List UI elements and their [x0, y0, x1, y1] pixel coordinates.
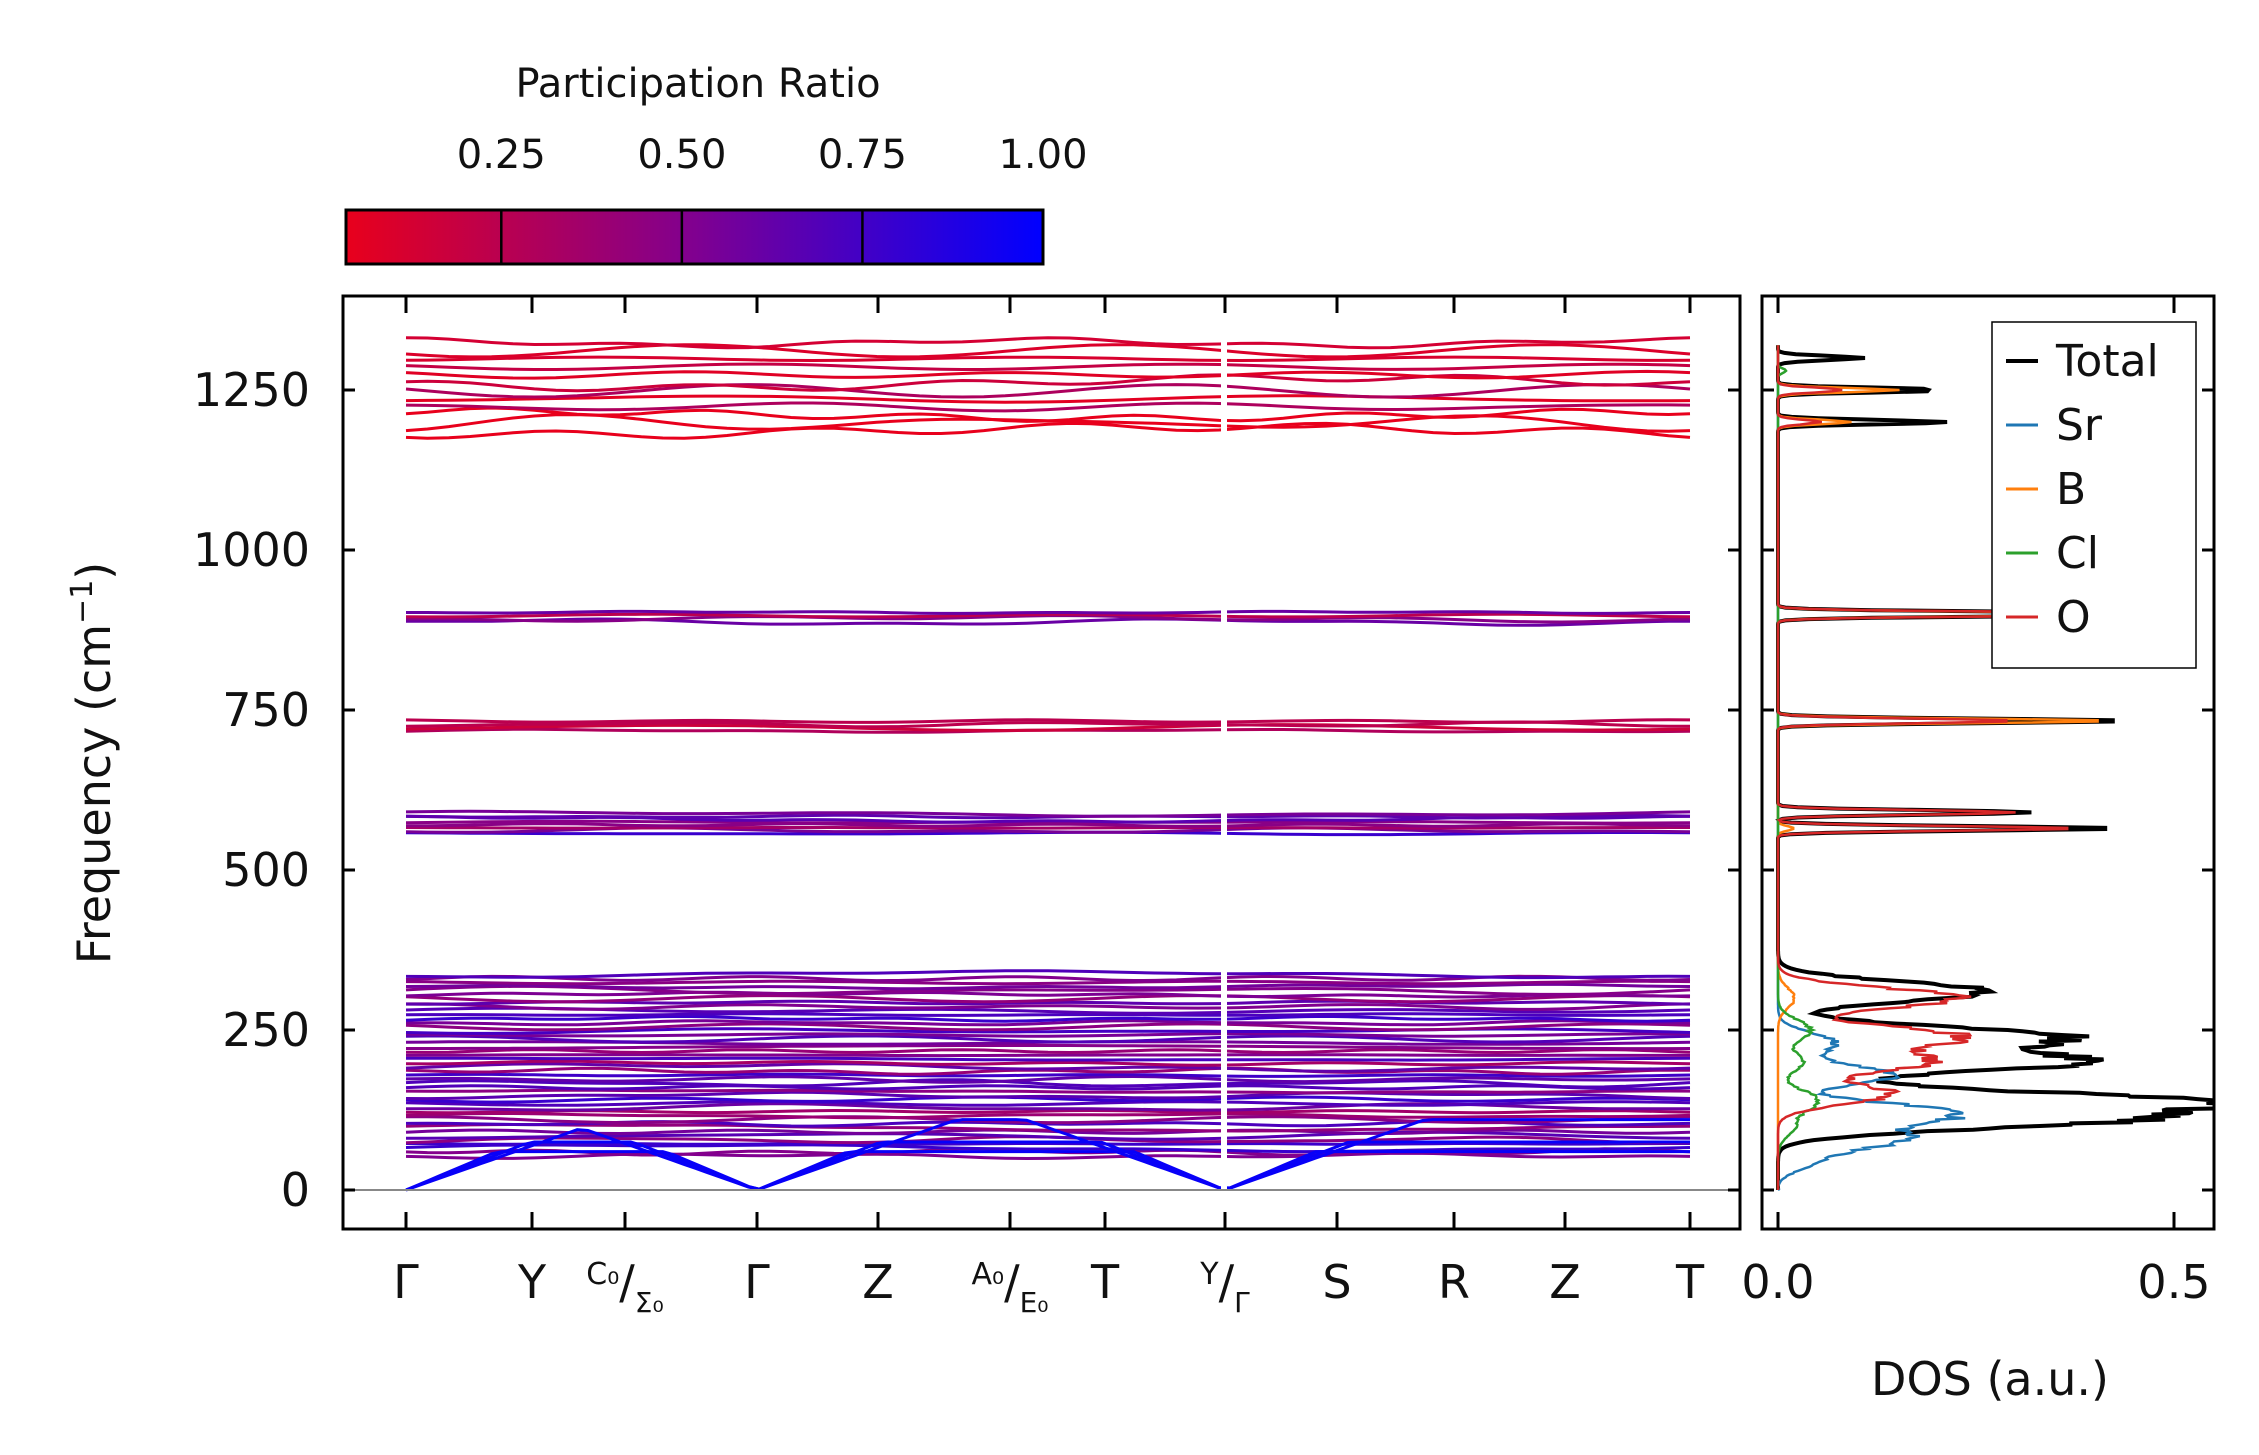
- y-axis-label: Frequency (cm−1): [65, 562, 121, 965]
- band-branch: [405, 1100, 1691, 1107]
- colorbar-title: Participation Ratio: [515, 61, 880, 107]
- acoustic-branch: [405, 1140, 1690, 1192]
- band-branch: [405, 612, 1691, 619]
- band-branch: [405, 723, 1691, 733]
- band-branch: [405, 343, 1691, 359]
- band-plot-frame: [341, 294, 1742, 1231]
- band-branch: [405, 1034, 1691, 1044]
- band-branch: [405, 421, 1691, 440]
- band-branch: [405, 826, 1690, 830]
- dos-plot-frame: [1760, 294, 2216, 1231]
- dos-legend: Total Sr B Cl O: [1991, 321, 2197, 669]
- dos-line-o: [1776, 345, 2167, 1190]
- band-branch: [405, 1074, 1691, 1084]
- path-discontinuity: [1221, 297, 1227, 1229]
- colorbar-tick-label: 0.50: [637, 132, 726, 178]
- x-tick-label: Γ: [393, 1255, 419, 1309]
- band-branch: [405, 718, 1691, 724]
- band-branch: [405, 990, 1691, 999]
- x-tick-label: T: [1090, 1255, 1120, 1309]
- band-branch: [406, 1130, 1691, 1141]
- dos-x-tick-label: 0.0: [1741, 1255, 1814, 1309]
- x-tick-label: A₀/E₀: [972, 1255, 1049, 1319]
- band-branch: [405, 1048, 1691, 1055]
- x-tick-label: Z: [862, 1255, 894, 1309]
- band-branch: [405, 1095, 1691, 1104]
- band-branch: [406, 1115, 1691, 1125]
- band-branch: [406, 1044, 1691, 1051]
- band-branch: [405, 1088, 1691, 1095]
- band-branch: [405, 1084, 1691, 1091]
- acoustic-branch: [405, 1150, 1690, 1192]
- legend-label-cl: Cl: [2056, 528, 2099, 579]
- x-tick-label: R: [1438, 1255, 1470, 1309]
- dos-x-axis-label: DOS (a.u.): [1871, 1352, 2109, 1406]
- band-branch: [405, 362, 1691, 371]
- band-branch: [405, 979, 1691, 986]
- band-structure-panel: 0 250 500 750 1000 1250 Γ Y C₀/Σ₀ Γ Z A₀/E₀ T Y/Γ S R Z T…: [65, 294, 1742, 1319]
- band-branch: [405, 1143, 1691, 1154]
- band-branch: [405, 1019, 1691, 1027]
- band-branch: [405, 1062, 1691, 1073]
- band-branch: [405, 369, 1691, 380]
- y-tick-label: 750: [222, 683, 310, 737]
- band-branch: [406, 822, 1691, 828]
- band-branch: [405, 355, 1691, 363]
- band-branch: [405, 394, 1691, 404]
- band-branch: [405, 994, 1691, 1004]
- x-tick-label: S: [1322, 1255, 1351, 1309]
- band-branch: [405, 1142, 1690, 1146]
- dos-line-cl: [1776, 345, 1821, 1190]
- band-branch: [405, 383, 1691, 399]
- band-branch: [405, 373, 1691, 393]
- band-branch: [405, 1078, 1691, 1089]
- band-branch: [405, 336, 1691, 350]
- y-tick-label: 500: [222, 843, 310, 897]
- colorbar-tick-label: 1.00: [998, 132, 1087, 178]
- x-tick-label: Y/Γ: [1199, 1255, 1250, 1319]
- y-tick-label: 250: [222, 1003, 310, 1057]
- legend-label-b: B: [2056, 464, 2086, 515]
- x-tick-label: C₀/Σ₀: [586, 1255, 663, 1319]
- colorbar-tick-label: 0.25: [457, 132, 546, 178]
- x-tick-label: Z: [1549, 1255, 1581, 1309]
- band-branch: [405, 1053, 1690, 1058]
- band-branch: [405, 1090, 1691, 1101]
- band-branch: [405, 1122, 1691, 1133]
- band-branch: [405, 406, 1691, 423]
- y-tick-label: 1000: [193, 523, 310, 577]
- band-branch: [406, 1002, 1691, 1011]
- band-branch: [406, 1056, 1691, 1062]
- band-branch: [405, 401, 1691, 413]
- band-branch: [405, 1059, 1691, 1067]
- band-branch: [405, 1108, 1691, 1115]
- y-tick-label: 0: [281, 1163, 310, 1217]
- band-branch: [405, 1032, 1691, 1038]
- legend-box: [1991, 321, 2197, 669]
- band-branch: [405, 969, 1691, 980]
- band-branch: [405, 1072, 1691, 1078]
- colorbar-tick-label: 0.75: [818, 132, 907, 178]
- band-branch: [405, 1014, 1691, 1023]
- dos-x-tick-label: 0.5: [2137, 1255, 2210, 1309]
- x-tick-label: Y: [517, 1255, 547, 1309]
- y-tick-label: 1250: [193, 363, 310, 417]
- band-branch: [405, 999, 1691, 1006]
- band-branch: [405, 1022, 1691, 1032]
- band-branch: [405, 982, 1691, 991]
- band-branch: [405, 1012, 1691, 1017]
- x-tick-label: T: [1675, 1255, 1705, 1309]
- legend-label-o: O: [2056, 592, 2091, 643]
- x-tick-label: Γ: [744, 1255, 770, 1309]
- colorbar: Participation Ratio 0.25 0.50 0.75 1.00: [344, 61, 1088, 266]
- band-branch: [406, 609, 1691, 615]
- band-branch: [405, 809, 1691, 818]
- dos-panel: 0.0 0.5 DOS (a.u.) Total Sr B Cl O: [1741, 294, 2216, 1406]
- legend-label-total: Total: [2055, 336, 2159, 387]
- legend-label-sr: Sr: [2056, 400, 2103, 451]
- colorbar-bar: [344, 208, 1045, 266]
- band-branch: [405, 1112, 1691, 1120]
